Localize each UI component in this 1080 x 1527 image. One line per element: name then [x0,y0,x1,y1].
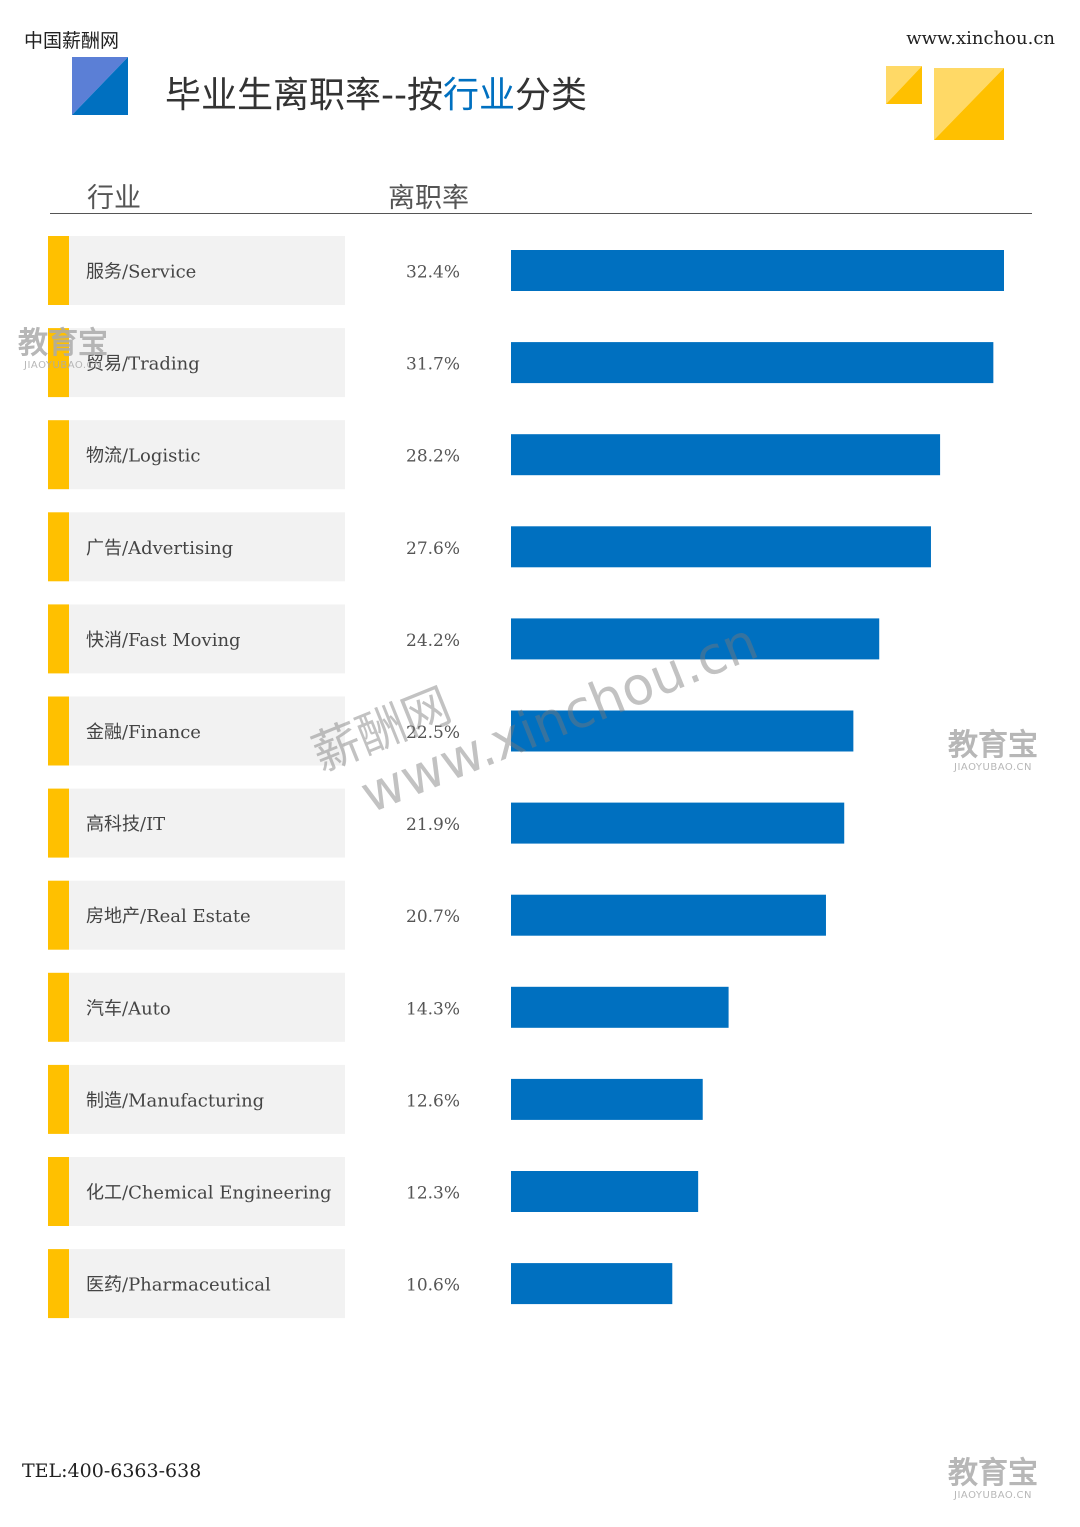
value-label: 32.4% [406,263,460,283]
row-background [69,1157,345,1226]
website-url[interactable]: www.xinchou.cn [906,28,1055,49]
brand-name: 中国薪酬网 [24,30,120,52]
category-label: 贸易/Trading [86,354,200,375]
row-accent-marker [48,1064,69,1134]
bar [511,434,941,476]
category-label: 高科技/IT [86,814,165,835]
value-label: 22.5% [406,723,460,743]
value-label: 28.2% [406,447,460,467]
row-background [69,420,345,490]
bar [511,1171,699,1212]
value-label: 10.6% [406,1276,460,1296]
category-label: 服务/Service [86,262,196,283]
chart-row: 金融/Finance 22.5% [48,696,854,766]
category-label: 医药/Pharmaceutical [86,1275,271,1296]
category-label: 快消/Fast Moving [86,630,241,651]
logo-square-icon [72,57,128,115]
decorative-squares-icon [886,66,1004,140]
value-label: 14.3% [406,999,460,1019]
bar [511,802,845,844]
row-background [69,788,345,858]
chart-row: 广告/Advertising 27.6% [48,512,931,582]
column-header-industry: 行业 [87,183,141,214]
chart-row: 快消/Fast Moving 24.2% [48,604,880,674]
category-label: 广告/Advertising [86,538,233,559]
bar [511,1263,673,1305]
bar [511,710,854,752]
row-background [69,328,345,398]
chart-row: 物流/Logistic 28.2% [48,420,941,490]
chart-row: 汽车/Auto 14.3% [48,972,729,1042]
chart-row: 服务/Service 32.4% [48,236,1004,305]
value-label: 27.6% [406,539,460,559]
bar [511,342,994,384]
category-label: 汽车/Auto [86,998,171,1019]
column-header-rate: 离职率 [388,183,469,214]
category-label: 化工/Chemical Engineering [86,1183,332,1204]
chart-row: 房地产/Real Estate 20.7% [48,880,826,950]
bar [511,894,826,936]
row-background [69,1249,345,1319]
row-accent-marker [48,420,69,490]
header-divider [50,213,1032,214]
title-highlight: 行业 [442,75,515,116]
row-accent-marker [48,1157,69,1226]
category-label: 房地产/Real Estate [86,906,251,927]
category-label: 金融/Finance [86,722,201,743]
row-accent-marker [48,972,69,1042]
row-background [69,696,345,766]
chart-row: 贸易/Trading 31.7% [48,328,994,398]
value-label: 21.9% [406,815,460,835]
chart-row: 医药/Pharmaceutical 10.6% [48,1249,673,1319]
bar [511,618,880,660]
row-accent-marker [48,604,69,674]
bar [511,1078,703,1120]
chart-row: 化工/Chemical Engineering 12.3% [48,1157,699,1226]
row-background [69,880,345,950]
footer-phone: TEL:400-6363-638 [22,1460,202,1482]
value-label: 12.6% [406,1091,460,1111]
bar [511,250,1004,291]
row-background [69,972,345,1042]
row-background [69,512,345,582]
bar [511,986,729,1028]
row-background [69,604,345,674]
value-label: 12.3% [406,1184,460,1204]
value-label: 20.7% [406,907,460,927]
row-accent-marker [48,1249,69,1319]
chart-row: 制造/Manufacturing 12.6% [48,1064,703,1134]
page-title: 毕业生离职率--按行业分类 [165,75,588,116]
category-label: 制造/Manufacturing [86,1090,264,1111]
value-label: 24.2% [406,631,460,651]
row-accent-marker [48,512,69,582]
bar [511,526,931,568]
row-accent-marker [48,880,69,950]
row-accent-marker [48,788,69,858]
value-label: 31.7% [406,355,460,375]
row-accent-marker [48,328,69,398]
chart-row: 高科技/IT 21.9% [48,788,845,858]
row-background [69,1064,345,1134]
row-accent-marker [48,696,69,766]
row-accent-marker [48,236,69,305]
row-background [69,236,345,305]
category-label: 物流/Logistic [86,446,200,467]
